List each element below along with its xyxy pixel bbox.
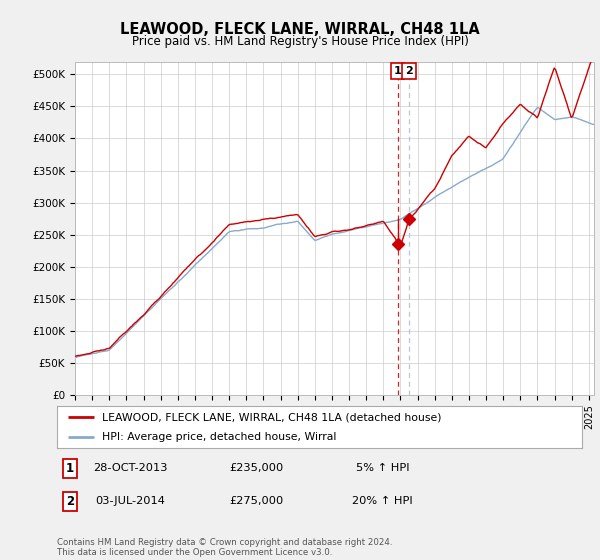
Text: HPI: Average price, detached house, Wirral: HPI: Average price, detached house, Wirr… [101, 432, 336, 442]
Text: £275,000: £275,000 [229, 497, 284, 506]
Text: LEAWOOD, FLECK LANE, WIRRAL, CH48 1LA (detached house): LEAWOOD, FLECK LANE, WIRRAL, CH48 1LA (d… [101, 412, 441, 422]
Text: 5% ↑ HPI: 5% ↑ HPI [356, 464, 409, 473]
Text: 03-JUL-2014: 03-JUL-2014 [95, 497, 166, 506]
Text: 2: 2 [66, 495, 74, 508]
Text: 1: 1 [66, 462, 74, 475]
Text: 20% ↑ HPI: 20% ↑ HPI [352, 497, 413, 506]
Text: LEAWOOD, FLECK LANE, WIRRAL, CH48 1LA: LEAWOOD, FLECK LANE, WIRRAL, CH48 1LA [120, 22, 480, 38]
Text: 28-OCT-2013: 28-OCT-2013 [93, 464, 168, 473]
Text: 1: 1 [394, 66, 401, 76]
Text: Price paid vs. HM Land Registry's House Price Index (HPI): Price paid vs. HM Land Registry's House … [131, 35, 469, 48]
Text: Contains HM Land Registry data © Crown copyright and database right 2024.
This d: Contains HM Land Registry data © Crown c… [57, 538, 392, 557]
Text: £235,000: £235,000 [229, 464, 284, 473]
Text: 2: 2 [405, 66, 413, 76]
